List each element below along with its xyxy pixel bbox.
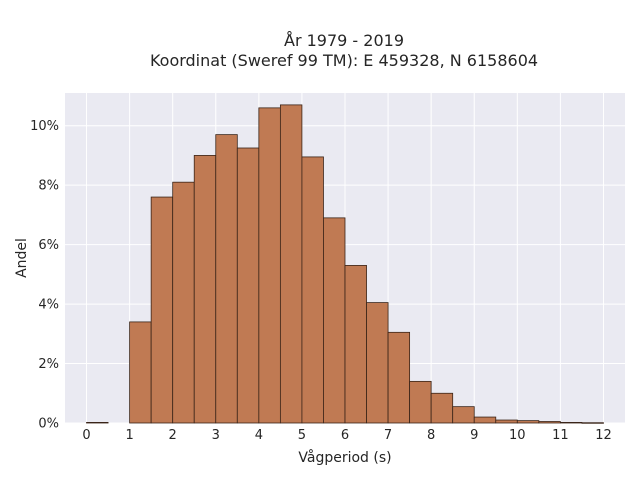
x-axis-title: Vågperiod (s) (298, 449, 391, 466)
y-tick-label: 10% (30, 119, 59, 134)
histogram-bar (409, 380, 432, 424)
histogram-bar (366, 302, 389, 424)
histogram-bar (538, 421, 561, 424)
histogram-bar (215, 134, 238, 424)
y-tick-label: 6% (38, 238, 59, 253)
histogram-bar (193, 155, 217, 424)
histogram-bar (516, 420, 540, 424)
x-tick-label: 0 (82, 428, 90, 443)
histogram-bar (430, 392, 454, 424)
bars (86, 104, 604, 424)
histogram-bar (495, 419, 518, 424)
histogram-bar (129, 321, 152, 424)
x-tick-label: 1 (125, 428, 133, 443)
y-tick-label: 8% (38, 179, 59, 194)
histogram-bar (301, 156, 324, 424)
y-tick-labels: 0% 2% 4% 6% 8% 10% (30, 119, 59, 431)
x-tick-label: 4 (255, 428, 263, 443)
histogram-bar (473, 416, 497, 424)
y-tick-label: 0% (38, 417, 59, 432)
chart-title-line-1: År 1979 - 2019 (284, 31, 404, 50)
histogram-bar (559, 422, 583, 424)
histogram-bar (279, 104, 303, 424)
x-tick-label: 9 (470, 428, 478, 443)
histogram-bar (258, 107, 281, 424)
x-tick-label: 10 (509, 428, 526, 443)
x-tick-label: 6 (341, 428, 349, 443)
histogram-bar (150, 196, 174, 424)
histogram-bar (236, 147, 260, 424)
y-axis-title: Andel (14, 238, 30, 278)
x-tick-label: 2 (169, 428, 177, 443)
x-tick-label: 12 (595, 428, 612, 443)
histogram-bar (86, 422, 109, 424)
x-tick-label: 8 (427, 428, 435, 443)
chart-title-line-2: Koordinat (Sweref 99 TM): E 459328, N 61… (150, 51, 538, 70)
y-tick-label: 2% (38, 357, 59, 372)
histogram-bar (344, 265, 367, 424)
y-tick-label: 4% (38, 298, 59, 313)
x-tick-label: 5 (298, 428, 306, 443)
histogram-bar (172, 181, 195, 424)
histogram-bar (452, 406, 475, 424)
x-tick-label: 3 (212, 428, 220, 443)
histogram-bar (581, 422, 604, 424)
x-tick-label: 7 (384, 428, 392, 443)
histogram-bar (323, 217, 346, 424)
x-tick-labels: 0 1 2 3 4 5 6 7 8 9 10 11 12 (82, 428, 611, 443)
histogram-bar (387, 331, 411, 424)
x-tick-label: 11 (552, 428, 569, 443)
